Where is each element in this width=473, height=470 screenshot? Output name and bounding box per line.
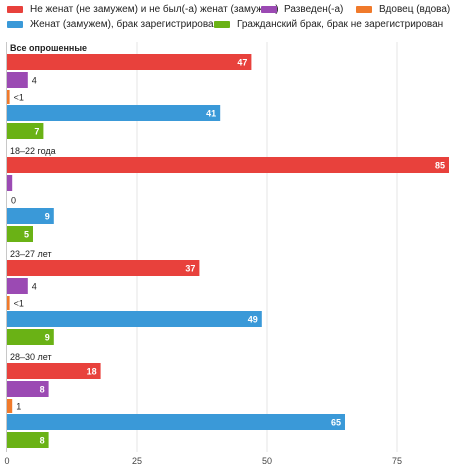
legend-swatch: [7, 20, 23, 28]
data-label: 4: [32, 76, 37, 86]
legend-label: Вдовец (вдова): [379, 4, 451, 15]
data-label: <1: [14, 299, 24, 309]
legend: Не женат (не замужем) и не был(-а) женат…: [0, 0, 473, 34]
bar: [7, 329, 54, 345]
bar: [7, 105, 221, 121]
data-label: 1: [16, 402, 21, 412]
legend-swatch: [356, 5, 372, 13]
bar: [7, 54, 252, 70]
group-label: 23–27 лет: [10, 249, 52, 259]
bar: [7, 90, 10, 104]
data-label: 0: [11, 196, 16, 206]
group-label: 18–22 года: [10, 146, 56, 156]
x-tick-label: 75: [392, 456, 402, 466]
legend-swatch: [7, 5, 23, 13]
x-tick-label: 0: [4, 456, 9, 466]
bar: [7, 399, 13, 413]
data-label: <1: [14, 93, 24, 103]
data-label: 47: [237, 58, 247, 68]
bar: [7, 381, 49, 397]
data-label: 9: [45, 212, 50, 222]
data-label: 49: [248, 315, 258, 325]
bar: [7, 226, 33, 242]
bar: [7, 414, 345, 430]
data-label: 37: [185, 264, 195, 274]
data-label: 8: [40, 385, 45, 395]
x-tick-label: 50: [262, 456, 272, 466]
data-label: 4: [32, 282, 37, 292]
legend-item: Вдовец (вдова): [356, 4, 450, 16]
group-label: 28–30 лет: [10, 352, 52, 362]
legend-label: Разведен(-а): [284, 4, 344, 15]
data-label: 8: [40, 436, 45, 446]
legend-label: Не женат (не замужем) и не был(-а) женат…: [30, 4, 279, 15]
data-label: 5: [24, 230, 29, 240]
data-label: 65: [331, 418, 341, 428]
x-tick-label: 25: [132, 456, 142, 466]
legend-label: Гражданский брак, брак не зарегистрирова…: [237, 19, 444, 30]
data-label: 85: [435, 161, 445, 171]
legend-item: Разведен(-а): [261, 4, 343, 16]
bar: [7, 296, 10, 310]
bar: [7, 311, 262, 327]
bar: [7, 123, 44, 139]
bar: [7, 278, 28, 294]
data-label: 7: [34, 127, 39, 137]
bar: [7, 175, 13, 191]
legend-label: Женат (замужем), брак зарегистрирован: [30, 19, 220, 30]
legend-item: Женат (замужем), брак зарегистрирован: [7, 19, 219, 31]
bar: [7, 208, 54, 224]
bar: [7, 260, 200, 276]
legend-item: Гражданский брак, брак не зарегистрирова…: [214, 19, 443, 31]
group-label: Все опрошенные: [10, 43, 87, 53]
bar: [7, 432, 49, 448]
legend-swatch: [214, 20, 230, 28]
data-label: 18: [87, 367, 97, 377]
data-label: 41: [206, 109, 216, 119]
bar: [7, 157, 449, 173]
legend-swatch: [261, 5, 277, 13]
legend-item: Не женат (не замужем) и не был(-а) женат…: [7, 4, 279, 16]
bar: [7, 363, 101, 379]
bar: [7, 72, 28, 88]
data-label: 9: [45, 333, 50, 343]
